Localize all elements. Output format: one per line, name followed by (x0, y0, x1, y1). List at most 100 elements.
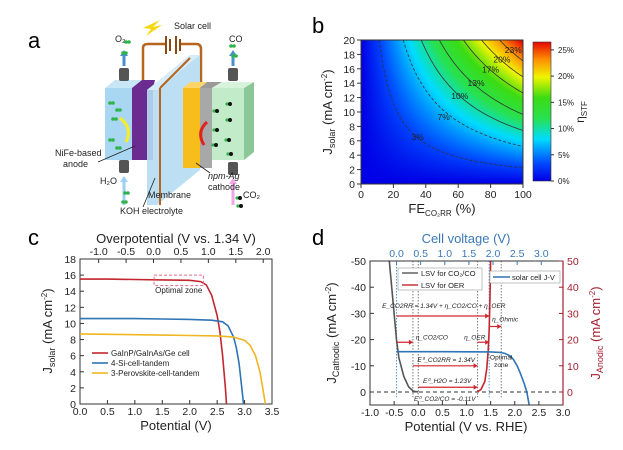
x-tick-label: 2.0 (507, 407, 522, 419)
colorbar-label-main: η (573, 116, 587, 123)
annotation-eta-co2co: η_CO2/CO (416, 335, 448, 342)
molecule (127, 40, 131, 44)
colorbar-tick-label: 25% (558, 46, 574, 55)
molecule (118, 146, 122, 150)
contour-label: 20% (493, 54, 510, 64)
molecule (123, 191, 127, 195)
right-y-tick-label: 40 (567, 282, 579, 294)
y-tick-label: 16 (64, 270, 76, 282)
legend-label: solar cell J-V (512, 273, 555, 282)
y-tick-label: 10 (343, 107, 355, 119)
y-axis-label-main: J (40, 367, 55, 374)
r-sub: Anodic (595, 345, 605, 373)
x-axis-label: Potential (V vs. RHE) (405, 419, 528, 434)
x-tick-label: 1.0 (128, 406, 143, 418)
legend-label: LSV for OER (421, 281, 465, 290)
molecule (124, 200, 128, 204)
x-tick-label: 1.5 (483, 407, 498, 419)
y-tick-label: 14 (64, 286, 76, 298)
molecule (238, 196, 242, 200)
molecule (229, 152, 233, 156)
x-tick-label: 80 (485, 189, 497, 201)
y-tick-label: 10 (64, 318, 76, 330)
y-axis-label: Jsolar (mA cm-2) (40, 288, 57, 373)
top-axis-title: Overpotential (V vs. 1.34 V) (96, 231, 256, 246)
contour-label: 13% (468, 78, 485, 88)
legend-label: LSV for CO₂/CO (421, 269, 476, 278)
molecule (111, 101, 115, 105)
x-tick-label: 100 (514, 189, 532, 201)
e0-h2o-arrow-head (473, 384, 478, 390)
reaction-arrow (199, 120, 209, 146)
y-tick-label: 20 (343, 35, 355, 47)
top-x-tick-label: 0.5 (174, 246, 189, 258)
membrane-line (159, 57, 191, 89)
pipe-icon (228, 162, 238, 175)
x-label-sub: CO₂RR (425, 209, 452, 218)
y-tick-label: 18 (343, 49, 355, 61)
contour-label: 10% (451, 91, 468, 101)
series-line-1 (80, 317, 245, 405)
series-line-0 (80, 278, 228, 405)
legend-label: 4-Si-cell-tandem (111, 359, 170, 368)
leader-line (97, 145, 136, 163)
y-tick-label: 16 (343, 64, 355, 76)
diagram-label-cathode-2: cathode (208, 182, 240, 192)
x-tick-label: 1.0 (459, 407, 474, 419)
series-line-0 (388, 260, 419, 393)
y-axis-label-unit: (mA cm (320, 81, 335, 129)
left-y-tick-label: -30 (351, 308, 366, 320)
panel-b-chart: 3%7%10%13%17%20%23%0 20 40 60 80 100024681012… (320, 35, 589, 218)
ohmic-arrow-head (497, 324, 502, 329)
legend-label: GaInP/GaInAs/Ge cell (111, 349, 190, 358)
top-x-tick-label: 0.5 (413, 248, 428, 260)
y-tick-label: 8 (349, 121, 355, 133)
diagram-label-anode-1: NiFe-based (55, 148, 102, 158)
pipe-icon (119, 160, 129, 173)
diagram-label-o2: O₂ (115, 34, 126, 44)
molecule (124, 40, 128, 44)
x-tick-label: 0.5 (100, 406, 115, 418)
r-close: ) (588, 286, 603, 290)
right-y-tick-label: 50 (567, 256, 579, 268)
colorbar-tick-label: 15% (558, 98, 574, 107)
left-y-axis-label-unit: (mA cm (324, 294, 339, 342)
y-axis-label-unit: (mA cm (40, 300, 55, 348)
y-tick-label: 0 (70, 399, 76, 411)
molecule (236, 204, 240, 208)
contour-line-7 (402, 39, 524, 147)
annotation-eta-oer: η_OER (464, 335, 486, 342)
contour-line-13 (438, 39, 524, 115)
molecule (214, 143, 218, 147)
molecule (229, 44, 233, 48)
molecule (118, 108, 122, 112)
left-y-axis-label-sub: Cathodic (331, 341, 341, 377)
x-tick-label: 0.0 (73, 406, 88, 418)
membrane-top (147, 55, 200, 90)
optimal-zone-label: Optimal zone (155, 286, 203, 295)
colorbar-tick-label: 5% (558, 151, 570, 160)
molecule (225, 102, 229, 106)
series-line-2 (79, 333, 267, 405)
y-tick-label: 4 (70, 367, 76, 379)
top-x-tick-label: -0.5 (117, 246, 135, 258)
legend-box (489, 270, 561, 284)
left-y-tick-label: -40 (351, 282, 366, 294)
left-y-axis-label: JCathodic (mA cm-2) (324, 282, 341, 383)
y-axis-label-sub: solar (47, 348, 57, 368)
molecule (115, 146, 119, 150)
colorbar-tick-label: 0% (558, 177, 570, 186)
diagram-label-solar-cell: Solar cell (174, 21, 211, 31)
molecule (108, 101, 112, 105)
y-axis-label-sub: solar (327, 129, 337, 149)
y-tick-label: 2 (70, 383, 76, 395)
cathode-layer (183, 88, 200, 168)
molecule (228, 102, 232, 106)
catholyte-chamber (212, 88, 244, 160)
left-y-tick-label: -10 (351, 361, 366, 373)
molecule (111, 117, 115, 121)
contour-line-3 (378, 39, 524, 169)
